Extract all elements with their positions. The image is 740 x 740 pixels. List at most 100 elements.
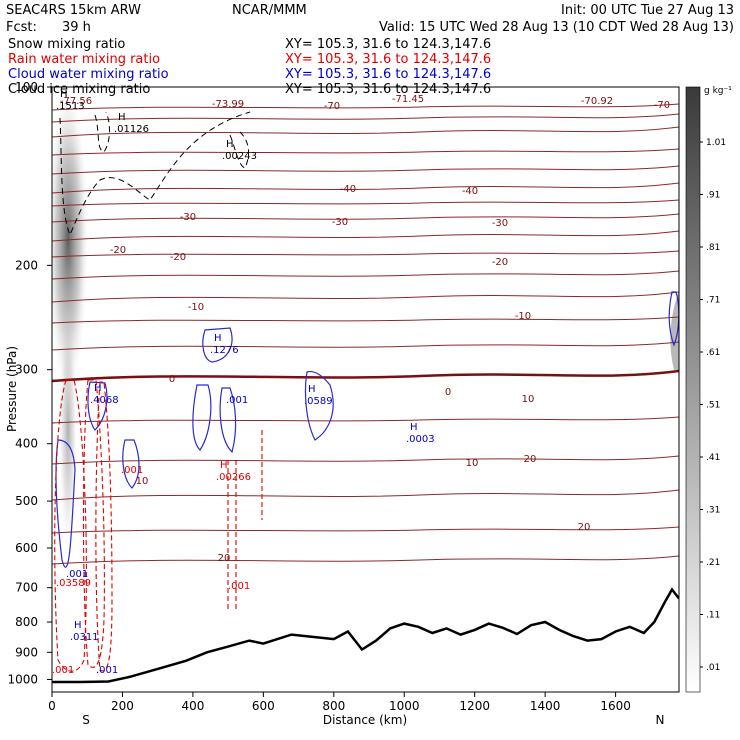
isotherm-label: -70 bbox=[324, 101, 340, 112]
rain-water-contour bbox=[82, 379, 105, 668]
cloud-water-contour bbox=[192, 384, 212, 451]
field-xy-cloudwater: XY= 105.3, 31.6 to 124.3,147.6 bbox=[285, 67, 491, 82]
field-name-rain: Rain water mixing ratio bbox=[8, 52, 160, 67]
max-marker-h: H bbox=[60, 89, 68, 100]
valid-label: Valid: 15 UTC Wed 28 Aug 13 (10 CDT Wed … bbox=[379, 20, 734, 35]
max-value-label: .001 bbox=[228, 581, 250, 592]
y-tick-label: 1000 bbox=[7, 672, 38, 686]
max-marker-h: H bbox=[74, 620, 82, 631]
max-marker-h: H bbox=[118, 112, 126, 123]
cloud-water-contour bbox=[87, 381, 108, 431]
isotherm-label: -70 bbox=[654, 100, 670, 111]
x-tick-label: 0 bbox=[48, 699, 56, 713]
colorbar-ticks: .01 .11 .21 .31 .41 .51 .61 .71 .81 .91 1.01 bbox=[700, 138, 726, 673]
isotherm-label: -40 bbox=[462, 186, 478, 197]
max-value-label: .00266 bbox=[216, 472, 251, 483]
colorbar-unit: g kg⁻¹ bbox=[704, 86, 732, 96]
isotherm-label: 10 bbox=[136, 476, 149, 487]
y-tick-label: 500 bbox=[15, 494, 38, 508]
temperature-labels: -77.56 -73.99 -70 -71.45 -70.92 -70 -40 -40 -30 -… bbox=[60, 94, 670, 564]
cloud-water-contour bbox=[668, 291, 679, 347]
isotherm-line bbox=[52, 230, 679, 242]
max-marker-h: H bbox=[214, 333, 222, 344]
colorbar-tick-label: .91 bbox=[706, 191, 720, 201]
isotherm-label: -73.99 bbox=[212, 99, 244, 110]
isotherm-line bbox=[52, 316, 679, 324]
colorbar-tick-label: .71 bbox=[706, 296, 720, 306]
max-value-label: .001 bbox=[96, 665, 118, 676]
isotherm-line bbox=[52, 126, 679, 138]
max-value-label: .03589 bbox=[56, 578, 91, 589]
isotherm-label: -70.92 bbox=[581, 96, 613, 107]
field-name-cloudice: Cloud ice mixing ratio bbox=[8, 82, 150, 97]
isotherm-label: -77.56 bbox=[60, 96, 92, 107]
colorbar-tick-label: .21 bbox=[706, 558, 720, 568]
cloud-water-contour bbox=[202, 327, 233, 363]
init-label: Init: 00 UTC Tue 27 Aug 13 bbox=[561, 3, 734, 18]
colorbar-tick-label: .81 bbox=[706, 243, 720, 253]
cloud-ice-contour bbox=[229, 131, 250, 169]
cloud-ice-contour bbox=[94, 111, 110, 153]
x-tick-label: 600 bbox=[252, 699, 275, 713]
max-value-label: .001 bbox=[121, 465, 143, 476]
north-label: N bbox=[656, 713, 665, 727]
colorbar-tick-label: 1.01 bbox=[706, 138, 726, 148]
fcst-label: Fcst: bbox=[6, 20, 37, 35]
isotherm-label: -10 bbox=[188, 302, 204, 313]
y-tick-label: 900 bbox=[15, 645, 38, 659]
cloud-water-contour bbox=[122, 439, 140, 489]
isotherm-label: -20 bbox=[170, 252, 186, 263]
isotherm-contours bbox=[52, 103, 679, 565]
isotherm-label: -40 bbox=[340, 184, 356, 195]
colorbar-tick-label: .41 bbox=[706, 453, 720, 463]
x-tick-label: 800 bbox=[322, 699, 345, 713]
isotherm-label: 10 bbox=[522, 394, 535, 405]
max-labels: H.1513H.01126H.00243H.1276H.4068.001H.05… bbox=[52, 89, 435, 676]
isotherm-line bbox=[52, 416, 679, 424]
rain-water-contours bbox=[54, 379, 263, 672]
colorbar bbox=[685, 86, 701, 693]
x-tick-label: 200 bbox=[111, 699, 134, 713]
field-xy-rain: XY= 105.3, 31.6 to 124.3,147.6 bbox=[285, 52, 491, 67]
isotherm-label: 20 bbox=[218, 553, 231, 564]
y-tick-label: 300 bbox=[15, 363, 38, 377]
isotherm-label: 20 bbox=[524, 454, 537, 465]
isotherm-line bbox=[52, 291, 679, 303]
rain-water-contour bbox=[54, 379, 87, 672]
field-xy-snow: XY= 105.3, 31.6 to 124.3,147.6 bbox=[285, 37, 491, 52]
isotherm-line bbox=[52, 213, 679, 223]
plot-frame bbox=[51, 86, 680, 693]
isotherm-line bbox=[52, 270, 679, 280]
isotherm-label: -30 bbox=[180, 212, 196, 223]
cloud-water-contour bbox=[219, 387, 237, 454]
isotherm-line bbox=[52, 165, 679, 175]
max-value-label: .00243 bbox=[222, 151, 257, 162]
isotherm-line bbox=[52, 526, 679, 534]
colorbar-tick-label: .01 bbox=[706, 663, 720, 673]
rain-water-contour bbox=[95, 381, 113, 672]
max-marker-h: H bbox=[308, 384, 316, 395]
model-title: SEAC4RS 15km ARW bbox=[6, 3, 141, 18]
colorbar-tick-label: .61 bbox=[706, 348, 720, 358]
right-edge-shading bbox=[670, 290, 679, 370]
max-value-label: .1513 bbox=[56, 101, 85, 112]
x-tick-label: 400 bbox=[181, 699, 204, 713]
max-marker-h: H bbox=[220, 460, 228, 471]
cloud-ice-contour bbox=[59, 111, 251, 237]
max-value-label: .4068 bbox=[90, 395, 119, 406]
isotherm-line bbox=[52, 199, 679, 207]
cloud-water-contour bbox=[55, 439, 76, 568]
isotherm-label: 0 bbox=[445, 387, 451, 398]
isotherm-label: -30 bbox=[332, 217, 348, 228]
isotherm-line bbox=[52, 489, 679, 501]
y-tick-label: 700 bbox=[15, 581, 38, 595]
colorbar-tick-label: .51 bbox=[706, 401, 720, 411]
max-value-label: .0311 bbox=[70, 632, 99, 643]
isotherm-line bbox=[52, 113, 679, 123]
isotherm-label: -20 bbox=[110, 245, 126, 256]
isotherm-line bbox=[52, 555, 679, 565]
x-axis: 0 200 400 600 800 1000 1200 1400 1600 bbox=[48, 692, 631, 713]
isotherm-label: -10 bbox=[515, 311, 531, 322]
isotherm-label: 20 bbox=[578, 522, 591, 533]
isotherm-label: -71.45 bbox=[392, 94, 424, 105]
